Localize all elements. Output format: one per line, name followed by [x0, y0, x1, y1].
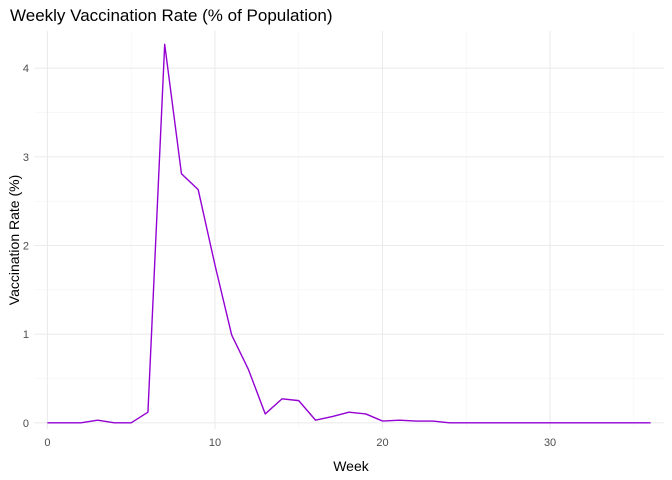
- y-tick-label: 2: [23, 241, 29, 253]
- chart-title: Weekly Vaccination Rate (% of Population…: [10, 6, 333, 25]
- vaccination-rate-line: [47, 43, 651, 424]
- y-tick-label: 4: [23, 63, 29, 75]
- major-gridlines: [34, 31, 664, 429]
- y-axis-ticks: 0 1 2 3 4: [23, 63, 29, 430]
- minor-gridlines: [34, 31, 664, 429]
- x-axis-ticks: 0 10 20 30: [44, 437, 556, 449]
- x-tick-label: 30: [544, 437, 556, 449]
- x-tick-label: 0: [44, 437, 50, 449]
- y-axis-title: Vaccination Rate (%): [6, 175, 22, 305]
- y-tick-label: 1: [23, 329, 29, 341]
- x-tick-label: 10: [209, 437, 221, 449]
- series-layer: [47, 43, 651, 424]
- x-axis-title: Week: [333, 458, 370, 474]
- y-tick-label: 0: [23, 418, 29, 430]
- y-tick-label: 3: [23, 152, 29, 164]
- x-tick-label: 20: [376, 437, 388, 449]
